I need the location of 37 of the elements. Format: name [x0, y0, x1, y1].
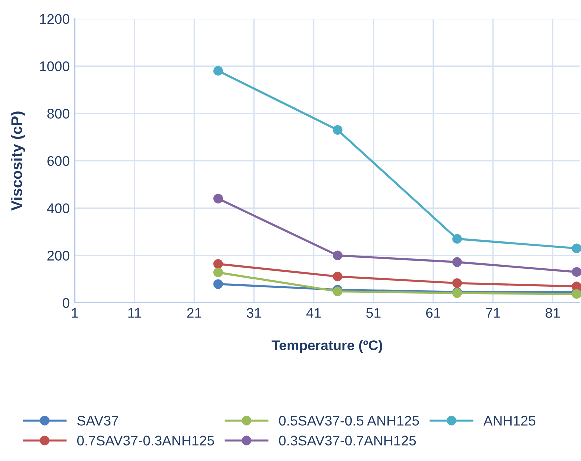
point — [333, 272, 343, 282]
x-tick-label: 71 — [486, 308, 500, 318]
y-tick-label: 400 — [47, 204, 70, 214]
x-tick-label: 31 — [247, 308, 262, 318]
legend-label: SAV37 — [78, 416, 118, 426]
y-tick-label: 1200 — [40, 14, 70, 24]
x-tick-label: 11 — [128, 308, 142, 318]
point — [214, 66, 224, 76]
point — [214, 268, 224, 278]
x-tick-label: 51 — [366, 308, 381, 318]
point — [572, 282, 581, 292]
x-axis-title: Temperature (ºC) — [272, 340, 382, 354]
point — [214, 259, 224, 270]
y-tick-label: 800 — [48, 109, 70, 119]
x-tick-label: 1 — [72, 308, 78, 318]
point — [452, 278, 462, 288]
y-tick-label: 1000 — [40, 62, 70, 72]
point — [214, 194, 224, 204]
legend-label: 0.5SAV37-0.5 ANH125 — [279, 416, 420, 426]
legend-label: ANH125 — [484, 416, 536, 426]
x-tick-label: 41 — [306, 308, 322, 318]
point — [452, 234, 462, 244]
y-tick-label: 200 — [48, 251, 70, 261]
y-tick-label: 600 — [48, 156, 70, 166]
legend-label: 0.3SAV37-0.7ANH125 — [279, 436, 416, 446]
y-axis-title: Viscosity (cP) — [11, 112, 26, 211]
x-tick-label: 61 — [426, 308, 441, 318]
legend-label: 0.7SAV37-0.3ANH125 — [77, 436, 214, 446]
point — [572, 244, 581, 254]
point — [333, 125, 343, 136]
point — [452, 257, 462, 268]
point — [214, 279, 224, 290]
x-tick-label: 21 — [187, 308, 202, 318]
x-tick-label: 81 — [546, 308, 560, 318]
point — [572, 267, 581, 278]
y-tick-label: 0 — [62, 298, 70, 308]
point — [333, 250, 343, 261]
